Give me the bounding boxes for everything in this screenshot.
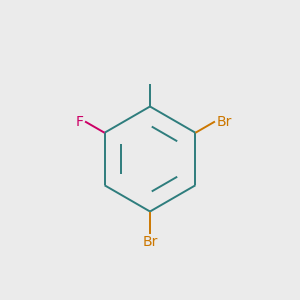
Text: Br: Br (142, 236, 158, 250)
Text: F: F (76, 115, 83, 128)
Text: Br: Br (217, 115, 232, 128)
